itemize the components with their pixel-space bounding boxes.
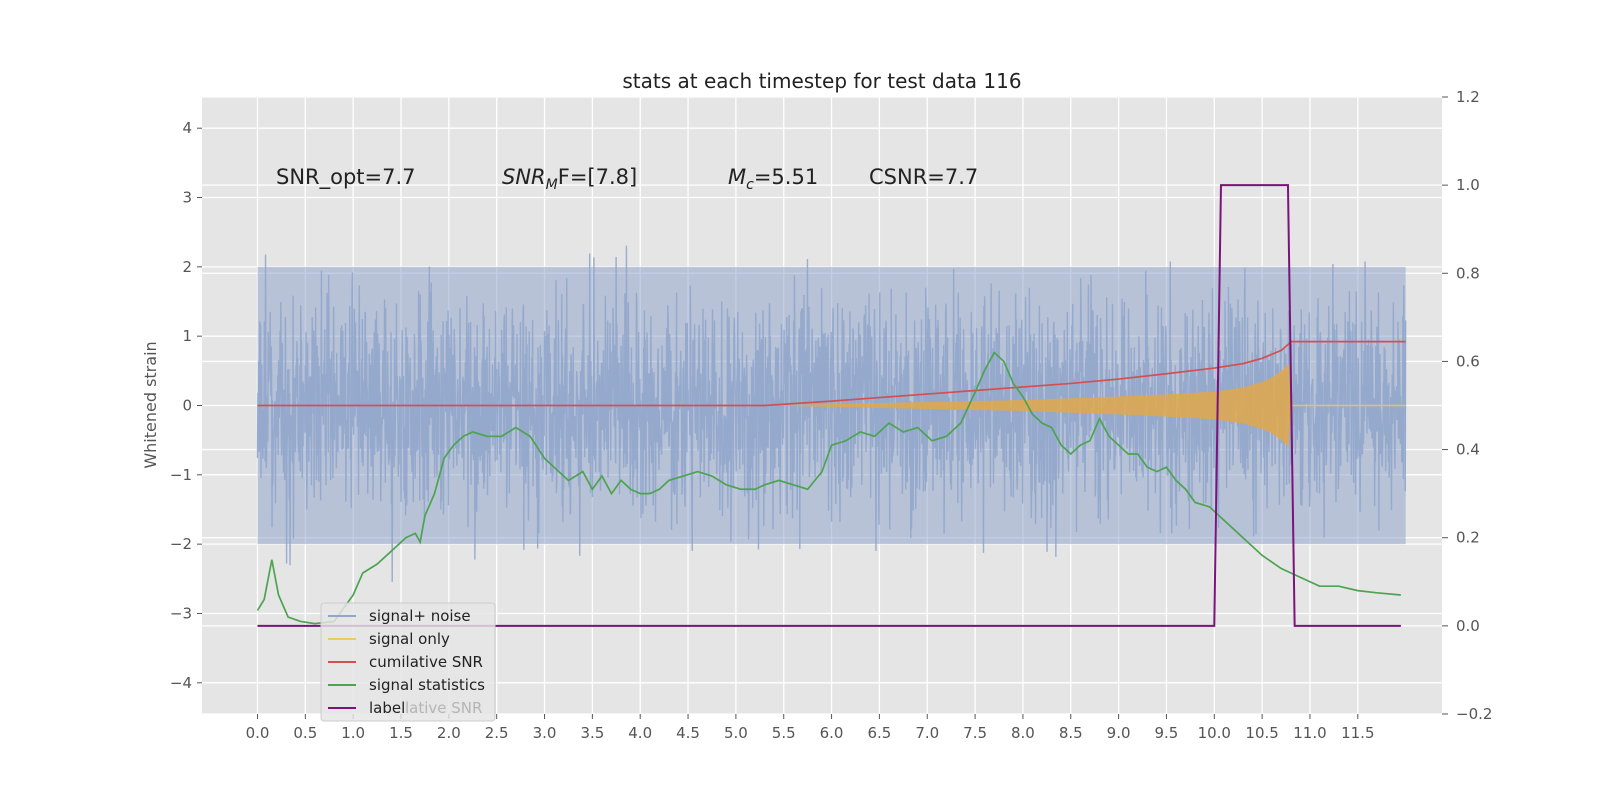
x-tick-label: 4.0 <box>628 724 652 742</box>
annotation-mc-tail: =5.51 <box>754 165 818 189</box>
y-tick-label: 4 <box>182 119 192 137</box>
x-tick-label: 3.5 <box>580 724 604 742</box>
x-tick-label: 11.5 <box>1341 724 1374 742</box>
y-axis-ticks: 4 3 2 1 0 −1 −2 −3 −4 <box>170 119 202 692</box>
y2-tick-label: 1.2 <box>1456 88 1480 106</box>
annotations: SNR_opt=7.7 SNRMF=[7.8] Mc=5.51 CSNR=7.7 <box>276 165 978 193</box>
x-tick-label: 1.0 <box>341 724 365 742</box>
x-tick-label: 10.0 <box>1198 724 1231 742</box>
annotation-snr-mf-main: SNR <box>502 165 546 189</box>
series-line-4 <box>257 184 1401 627</box>
legend-label-label: label <box>369 699 405 717</box>
y2-tick-label: 1.0 <box>1456 176 1480 194</box>
x-tick-label: 2.5 <box>485 724 509 742</box>
x-tick-label: 8.5 <box>1059 724 1083 742</box>
x-tick-label: 8.0 <box>1011 724 1035 742</box>
y-tick-label: 0 <box>182 397 192 415</box>
legend-label-signal: signal only <box>369 630 450 648</box>
x-tick-label: 9.0 <box>1107 724 1131 742</box>
annotation-snr-opt: SNR_opt=7.7 <box>276 165 416 190</box>
legend: lative SNR signal+ noise signal only cum… <box>320 602 496 722</box>
legend-label-stat: signal statistics <box>369 676 485 694</box>
annotation-csnr: CSNR=7.7 <box>869 165 978 189</box>
x-axis-ticks: 0.0 0.5 1.0 1.5 2.0 2.5 3.0 3.5 4.0 4.5 5.0 5.5 6.0 6… <box>246 714 1375 742</box>
x-tick-label: 0.5 <box>293 724 317 742</box>
chart-title: stats at each timestep for test data 116 <box>622 69 1021 93</box>
y-axis-title: Whitened strain <box>141 341 160 468</box>
annotation-snr-mf-tail: F=[7.8] <box>558 165 637 189</box>
x-tick-label: 7.5 <box>963 724 987 742</box>
y-tick-label: 1 <box>182 327 192 345</box>
y-tick-label: 2 <box>182 258 192 276</box>
annotation-mc-main: M <box>728 165 746 189</box>
legend-label-csnr: cumilative SNR <box>369 653 483 671</box>
x-tick-label: 5.0 <box>724 724 748 742</box>
y-tick-label: −3 <box>170 604 192 622</box>
y-tick-label: −1 <box>170 466 192 484</box>
x-tick-label: 9.5 <box>1155 724 1179 742</box>
y-tick-label: 3 <box>182 189 192 207</box>
x-tick-label: 7.0 <box>915 724 939 742</box>
legend-box <box>320 602 496 722</box>
y-tick-label: −2 <box>170 535 192 553</box>
x-tick-label: 10.5 <box>1245 724 1278 742</box>
x-tick-label: 0.0 <box>246 724 270 742</box>
legend-label-noise: signal+ noise <box>369 607 471 625</box>
annotation-snr-mf-sub: M <box>546 177 558 193</box>
y2-tick-label: 0.2 <box>1456 529 1480 547</box>
x-tick-label: 6.5 <box>867 724 891 742</box>
x-tick-label: 2.0 <box>437 724 461 742</box>
x-tick-label: 5.5 <box>772 724 796 742</box>
y2-tick-label: 0.8 <box>1456 264 1480 282</box>
x-tick-label: 3.0 <box>533 724 557 742</box>
line-series <box>256 184 1406 627</box>
y-tick-label: −4 <box>170 674 192 692</box>
annotation-snr-mf: SNRMF=[7.8] <box>502 165 637 193</box>
y2-tick-label: 0.0 <box>1456 617 1480 635</box>
x-tick-label: 6.0 <box>820 724 844 742</box>
legend-overlap-text: lative SNR <box>405 699 482 717</box>
annotation-mc-sub: c <box>746 177 754 193</box>
y2-tick-label: 0.4 <box>1456 441 1480 459</box>
y2-tick-label: −0.2 <box>1456 705 1492 723</box>
noise-line <box>256 245 1407 582</box>
x-tick-label: 11.0 <box>1293 724 1326 742</box>
series-line-3 <box>256 351 1401 625</box>
annotation-mc: Mc=5.51 <box>728 165 818 193</box>
series-line-2 <box>257 340 1406 407</box>
y2-tick-label: 0.6 <box>1456 352 1480 370</box>
x-tick-label: 4.5 <box>676 724 700 742</box>
x-tick-label: 1.5 <box>389 724 413 742</box>
y2-axis-ticks: 1.2 1.0 0.8 0.6 0.4 0.2 0.0 −0.2 <box>1442 88 1492 723</box>
